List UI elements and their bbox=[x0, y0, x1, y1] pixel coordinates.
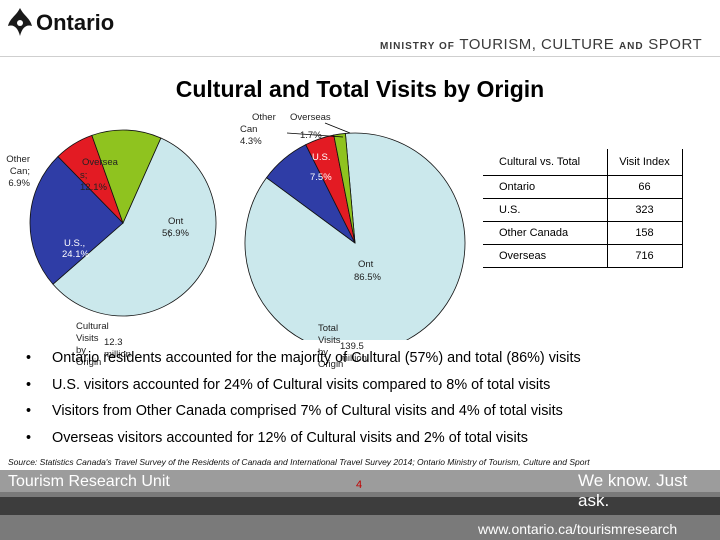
pie2-label-us-line1: U.S. bbox=[312, 152, 331, 163]
total-visits-pie bbox=[244, 122, 466, 340]
pie1-label-other-can: Other Can; 6.9% bbox=[6, 154, 30, 189]
pie2-leader-line bbox=[324, 122, 351, 134]
page-number: 4 bbox=[356, 479, 363, 491]
pie2-label-overseas-line1: Overseas bbox=[290, 112, 331, 123]
table-cell-origin: Other Canada bbox=[483, 221, 608, 245]
table-cell-index: 66 bbox=[607, 175, 683, 199]
pie2-title: Total Visits by Origin bbox=[318, 323, 344, 370]
bullet-text: Overseas visitors accounted for 12% of C… bbox=[52, 429, 528, 446]
bullet-item: • Visitors from Other Canada comprised 7%… bbox=[26, 403, 706, 430]
bullet-marker: • bbox=[26, 429, 32, 446]
table-cell-origin: Overseas bbox=[483, 244, 608, 268]
table-row: Other Canada 158 bbox=[483, 221, 683, 245]
visit-index-table: Cultural vs. Total Visit Index Ontario 6… bbox=[483, 149, 683, 268]
pie1-label-us-line2: 24.1% bbox=[62, 249, 89, 260]
pie1-total: 12.3 million bbox=[104, 337, 131, 360]
table-cell-index: 158 bbox=[607, 221, 683, 245]
table-header-cell: Cultural vs. Total bbox=[483, 149, 608, 176]
pie2-label-ont-line2: 86.5% bbox=[354, 272, 381, 283]
pie2-total: 139.5 million bbox=[340, 341, 367, 364]
pie1-label-us-line1: U.S., bbox=[64, 238, 86, 249]
bullet-item: • Overseas visitors accounted for 12% of … bbox=[26, 430, 706, 457]
bullet-marker: • bbox=[26, 376, 32, 393]
footer-unit-name: Tourism Research Unit bbox=[8, 473, 170, 490]
ontario-trillium-logo bbox=[8, 8, 32, 36]
table-header-cell: Visit Index bbox=[607, 149, 683, 176]
ministry-name: MINISTRY OF TOURISM, CULTURE AND SPORT bbox=[380, 36, 703, 53]
pie2-slice-ont bbox=[244, 132, 466, 340]
footer-url: www.ontario.ca/tourismresearch bbox=[478, 521, 678, 537]
table-row: Ontario 66 bbox=[483, 175, 683, 199]
table-row: Overseas 716 bbox=[483, 244, 683, 268]
pie1-label-overseas-line1: Oversea bbox=[82, 157, 118, 168]
pie2-slice-overseas bbox=[333, 132, 356, 244]
bullet-item: • Ontario residents accounted for the maj… bbox=[26, 350, 706, 377]
pie1-title: Cultural Visits by Origin bbox=[76, 321, 109, 368]
pie1-label-overseas-line2: s; 12.1% bbox=[80, 170, 107, 193]
pie2-label-other-can-line2: Can 4.3% bbox=[240, 124, 262, 147]
bullet-marker: • bbox=[26, 403, 32, 419]
footer-slogan: We know. Just ask. bbox=[578, 471, 688, 510]
pie1-slice-overseas bbox=[91, 129, 162, 225]
table-row: U.S. 323 bbox=[483, 198, 683, 222]
table-cell-origin: U.S. bbox=[483, 198, 608, 222]
table-cell-index: 716 bbox=[607, 244, 683, 268]
source-note: Source: Statistics Canada's Travel Surve… bbox=[8, 457, 590, 467]
bullet-list: • Ontario residents accounted for the maj… bbox=[26, 350, 706, 456]
bullet-marker: • bbox=[26, 350, 32, 366]
pie2-label-ont-line1: Ont bbox=[358, 259, 374, 270]
cultural-visits-pie bbox=[29, 129, 217, 317]
pie2-leader-line bbox=[286, 132, 344, 138]
pie2-label-us-line2: 7.5% bbox=[310, 172, 332, 183]
bullet-text: Visitors from Other Canada comprised 7% … bbox=[52, 403, 563, 419]
bullet-text: U.S. visitors accounted for 24% of Cultu… bbox=[52, 376, 551, 393]
ontario-wordmark: Ontario bbox=[36, 10, 115, 35]
bullet-item: • U.S. visitors accounted for 24% of Cult… bbox=[26, 377, 706, 404]
pie1-slice-us bbox=[29, 155, 124, 285]
footer-top-strip bbox=[0, 470, 720, 492]
pie1-label-ont-line2: 56.9% bbox=[162, 228, 189, 239]
pie1-slice-ont bbox=[52, 137, 217, 317]
table-cell-origin: Ontario bbox=[483, 175, 608, 199]
pie2-label-other-can-line1: Other bbox=[252, 112, 276, 123]
table-header-row: Cultural vs. Total Visit Index bbox=[483, 149, 683, 176]
pie2-label-overseas-line2: 1.7% bbox=[300, 130, 322, 141]
bullet-text: Ontario residents accounted for the majo… bbox=[52, 350, 581, 366]
header-divider bbox=[0, 56, 720, 57]
footer-dark-strip bbox=[0, 497, 720, 515]
slide-title: Cultural and Total Visits by Origin bbox=[175, 76, 545, 102]
table-cell-index: 323 bbox=[607, 198, 683, 222]
pie1-label-ont-line1: Ont ; bbox=[168, 216, 184, 239]
